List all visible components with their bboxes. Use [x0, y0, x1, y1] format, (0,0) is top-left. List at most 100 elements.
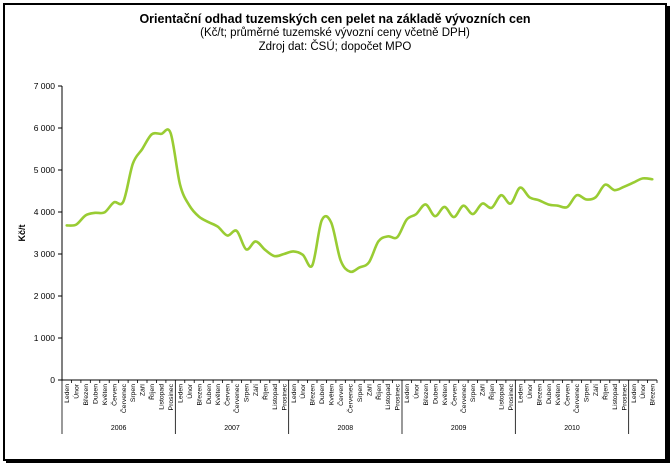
chart-subtitle: (Kč/t; průměrné tuzemské vývozní ceny vč… — [200, 27, 470, 39]
x-tick-label: Prosinec — [508, 383, 515, 410]
y-tick-label: 0 — [50, 375, 55, 385]
data-point — [330, 221, 332, 223]
x-tick-label: Červenec — [572, 383, 581, 413]
data-point — [387, 235, 389, 237]
x-tick-label: Únor — [298, 383, 307, 398]
x-tick-label: Únor — [525, 383, 534, 398]
data-point — [368, 261, 370, 263]
data-point — [358, 266, 360, 268]
data-point — [151, 133, 153, 135]
x-tick-label: Červenec — [119, 383, 128, 413]
x-tick-label: Květen — [442, 384, 449, 405]
x-tick-label: Březen — [196, 384, 203, 406]
year-label: 2007 — [224, 425, 240, 432]
x-tick-label: Březen — [536, 384, 543, 406]
x-tick-label: Únor — [72, 383, 81, 398]
data-point — [66, 224, 68, 226]
data-point — [132, 163, 134, 165]
data-point — [651, 178, 653, 180]
x-tick-label: Listopad — [385, 384, 392, 410]
x-tick-label: Listopad — [612, 384, 619, 410]
x-tick-label: Březen — [423, 384, 430, 406]
x-tick-label: Květen — [555, 384, 562, 405]
x-tick-label: Listopad — [272, 384, 279, 410]
y-tick-label: 4 000 — [34, 207, 56, 217]
data-point — [566, 206, 568, 208]
data-point — [254, 240, 256, 242]
x-tick-label: Květen — [215, 384, 222, 405]
x-tick-label: Červen — [109, 384, 118, 406]
data-point — [103, 211, 105, 213]
x-tick-label: Leden — [291, 384, 298, 403]
data-point — [642, 177, 644, 179]
year-label: 2006 — [111, 425, 127, 432]
y-tick-label: 7 000 — [34, 81, 56, 91]
x-tick-label: Říjen — [600, 384, 609, 400]
year-label: 2010 — [564, 425, 580, 432]
data-point — [264, 249, 266, 251]
data-point — [94, 212, 96, 214]
chart-titles: Orientační odhad tuzemských cen pelet na… — [0, 12, 670, 54]
data-point — [188, 205, 190, 207]
x-tick-label: Listopad — [159, 384, 166, 410]
data-point — [557, 205, 559, 207]
x-tick-label: Květen — [102, 384, 109, 405]
x-tick-label: Leden — [404, 384, 411, 403]
series-line — [65, 128, 654, 274]
x-tick-label: Leden — [631, 384, 638, 403]
data-point — [415, 213, 417, 215]
data-point — [169, 132, 171, 134]
data-point — [84, 214, 86, 216]
data-point — [122, 200, 124, 202]
data-point — [481, 202, 483, 204]
data-point — [462, 205, 464, 207]
x-tick-label: Duben — [432, 384, 439, 404]
data-point — [141, 148, 143, 150]
data-point — [339, 259, 341, 261]
x-tick-label: Leden — [64, 384, 71, 403]
chart-source: Zdroj dat: ČSÚ; dopočet MPO — [258, 41, 412, 53]
data-point — [585, 198, 587, 200]
data-point — [302, 254, 304, 256]
data-point — [424, 203, 426, 205]
data-point — [226, 234, 228, 236]
y-tick-label: 3 000 — [34, 249, 56, 259]
x-tick-label: Březen — [650, 384, 657, 406]
y-axis: 0 1 000 2 000 3 000 4 000 5 000 6 000 7 000 — [34, 81, 63, 385]
data-point — [604, 184, 606, 186]
x-tick-label: Srpen — [357, 384, 364, 402]
x-tick-label: Květen — [329, 384, 336, 405]
y-tick-label: 5 000 — [34, 165, 56, 175]
x-tick-label: Říjen — [487, 384, 496, 400]
data-point — [283, 253, 285, 255]
y-axis-label: Kč/t — [17, 224, 27, 241]
data-point — [632, 181, 634, 183]
data-point — [594, 196, 596, 198]
x-tick-label: Únor — [412, 383, 421, 398]
x-tick-label: Březen — [83, 384, 90, 406]
data-point — [377, 240, 379, 242]
x-tick-label: Duben — [546, 384, 553, 404]
x-tick-label: Září — [366, 384, 373, 396]
x-tick-label: Duben — [206, 384, 213, 404]
data-point — [349, 270, 351, 272]
x-tick-label: Únor — [638, 383, 647, 398]
x-tick-label: Červenec — [459, 383, 468, 413]
x-tick-label: Září — [140, 384, 147, 396]
x-tick-label: Září — [593, 384, 600, 396]
data-point — [179, 184, 181, 186]
y-tick-label: 1 000 — [34, 333, 56, 343]
data-point — [613, 189, 615, 191]
data-point — [160, 133, 162, 135]
data-point — [217, 226, 219, 228]
data-point — [500, 194, 502, 196]
data-point — [443, 206, 445, 208]
data-point — [75, 223, 77, 225]
x-tick-label: Duben — [319, 384, 326, 404]
x-tick-label: Listopad — [499, 384, 506, 410]
data-point — [406, 218, 408, 220]
x-tick-label: Srpen — [130, 384, 137, 402]
x-tick-label: Září — [480, 384, 487, 396]
y-tick-label: 2 000 — [34, 291, 56, 301]
x-tick-label: Březen — [310, 384, 317, 406]
